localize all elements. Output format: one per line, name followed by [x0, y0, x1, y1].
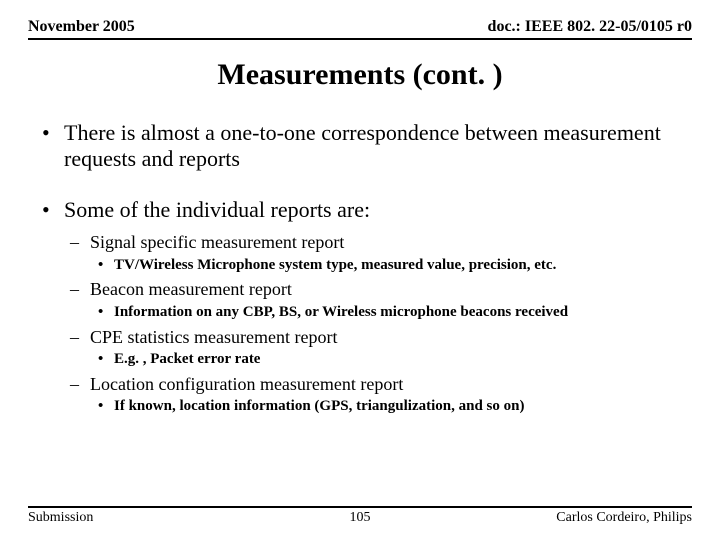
sub-sub-bullet-item: If known, location information (GPS, tri… — [90, 397, 692, 416]
header-bar: November 2005 doc.: IEEE 802. 22-05/0105… — [28, 18, 692, 40]
footer-left: Submission — [28, 510, 93, 526]
footer-author: Carlos Cordeiro, Philips — [556, 510, 692, 526]
sub-sub-bullet-text: TV/Wireless Microphone system type, meas… — [114, 257, 556, 273]
sub-sub-bullet-text: E.g. , Packet error rate — [114, 351, 260, 367]
sub-bullet-text: Location configuration measurement repor… — [90, 374, 403, 394]
header-date: November 2005 — [28, 18, 135, 36]
sub-bullet-item: CPE statistics measurement report E.g. ,… — [64, 326, 692, 369]
slide-content: There is almost a one-to-one corresponde… — [28, 120, 692, 416]
bullet-text: Some of the individual reports are: — [64, 197, 370, 222]
footer-bar: Submission 105 Carlos Cordeiro, Philips — [28, 506, 692, 526]
sub-sub-bullet-text: Information on any CBP, BS, or Wireless … — [114, 304, 568, 320]
sub-bullet-text: CPE statistics measurement report — [90, 327, 337, 347]
sub-sub-bullet-item: TV/Wireless Microphone system type, meas… — [90, 256, 692, 275]
sub-sub-bullet-text: If known, location information (GPS, tri… — [114, 398, 524, 414]
sub-bullet-item: Location configuration measurement repor… — [64, 373, 692, 416]
bullet-text: There is almost a one-to-one corresponde… — [64, 120, 661, 171]
sub-sub-bullet-item: E.g. , Packet error rate — [90, 350, 692, 369]
sub-bullet-item: Signal specific measurement report TV/Wi… — [64, 231, 692, 274]
header-doc-id: doc.: IEEE 802. 22-05/0105 r0 — [488, 18, 692, 36]
sub-bullet-text: Signal specific measurement report — [90, 232, 344, 252]
slide-title: Measurements (cont. ) — [28, 58, 692, 92]
bullet-item: There is almost a one-to-one corresponde… — [36, 120, 692, 173]
sub-sub-bullet-item: Information on any CBP, BS, or Wireless … — [90, 303, 692, 322]
sub-bullet-item: Beacon measurement report Information on… — [64, 278, 692, 321]
bullet-item: Some of the individual reports are: Sign… — [36, 197, 692, 416]
slide: November 2005 doc.: IEEE 802. 22-05/0105… — [0, 0, 720, 540]
sub-bullet-text: Beacon measurement report — [90, 279, 292, 299]
